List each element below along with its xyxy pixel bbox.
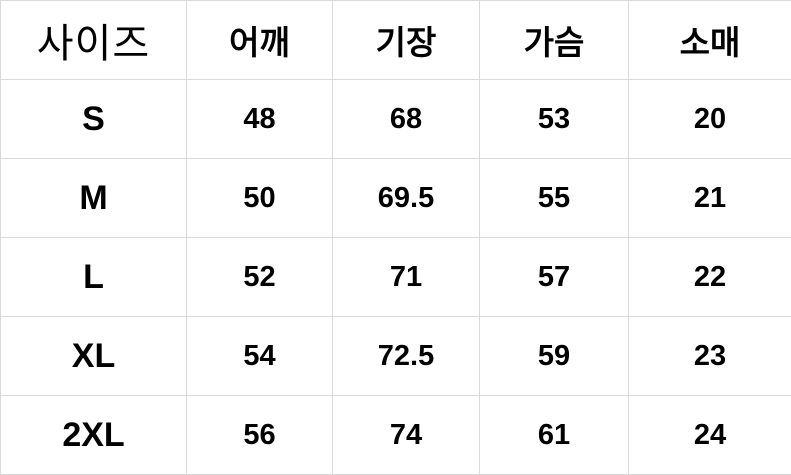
measurement-cell: 69.5	[332, 158, 480, 238]
measurement-cell: 71	[332, 237, 480, 317]
measurement-cell: 50	[186, 158, 333, 238]
measurement-cell: 68	[332, 79, 480, 159]
measurement-cell: 53	[479, 79, 629, 159]
header-cell-length: 기장	[332, 0, 480, 80]
header-cell-size: 사이즈	[0, 0, 187, 80]
measurement-cell: 56	[186, 395, 333, 475]
header-cell-shoulder: 어깨	[186, 0, 333, 80]
measurement-cell: 61	[479, 395, 629, 475]
measurement-cell: 55	[479, 158, 629, 238]
size-label-cell: S	[0, 79, 187, 159]
measurement-cell: 74	[332, 395, 480, 475]
measurement-cell: 20	[628, 79, 791, 159]
size-label-cell: M	[0, 158, 187, 238]
header-cell-sleeve: 소매	[628, 0, 791, 80]
measurement-cell: 59	[479, 316, 629, 396]
table-row-xl: XL 54 72.5 59 23	[0, 316, 791, 396]
size-label-cell: L	[0, 237, 187, 317]
measurement-cell: 52	[186, 237, 333, 317]
header-row: 사이즈 어깨 기장 가슴 소매	[0, 0, 791, 80]
measurement-cell: 57	[479, 237, 629, 317]
measurement-cell: 21	[628, 158, 791, 238]
measurement-cell: 22	[628, 237, 791, 317]
measurement-cell: 54	[186, 316, 333, 396]
measurement-cell: 23	[628, 316, 791, 396]
table-row-l: L 52 71 57 22	[0, 237, 791, 317]
measurement-cell: 48	[186, 79, 333, 159]
measurement-cell: 72.5	[332, 316, 480, 396]
table-row-2xl: 2XL 56 74 61 24	[0, 395, 791, 475]
header-cell-chest: 가슴	[479, 0, 629, 80]
size-label-cell: 2XL	[0, 395, 187, 475]
measurement-cell: 24	[628, 395, 791, 475]
size-label-cell: XL	[0, 316, 187, 396]
table-row-s: S 48 68 53 20	[0, 79, 791, 159]
table-row-m: M 50 69.5 55 21	[0, 158, 791, 238]
